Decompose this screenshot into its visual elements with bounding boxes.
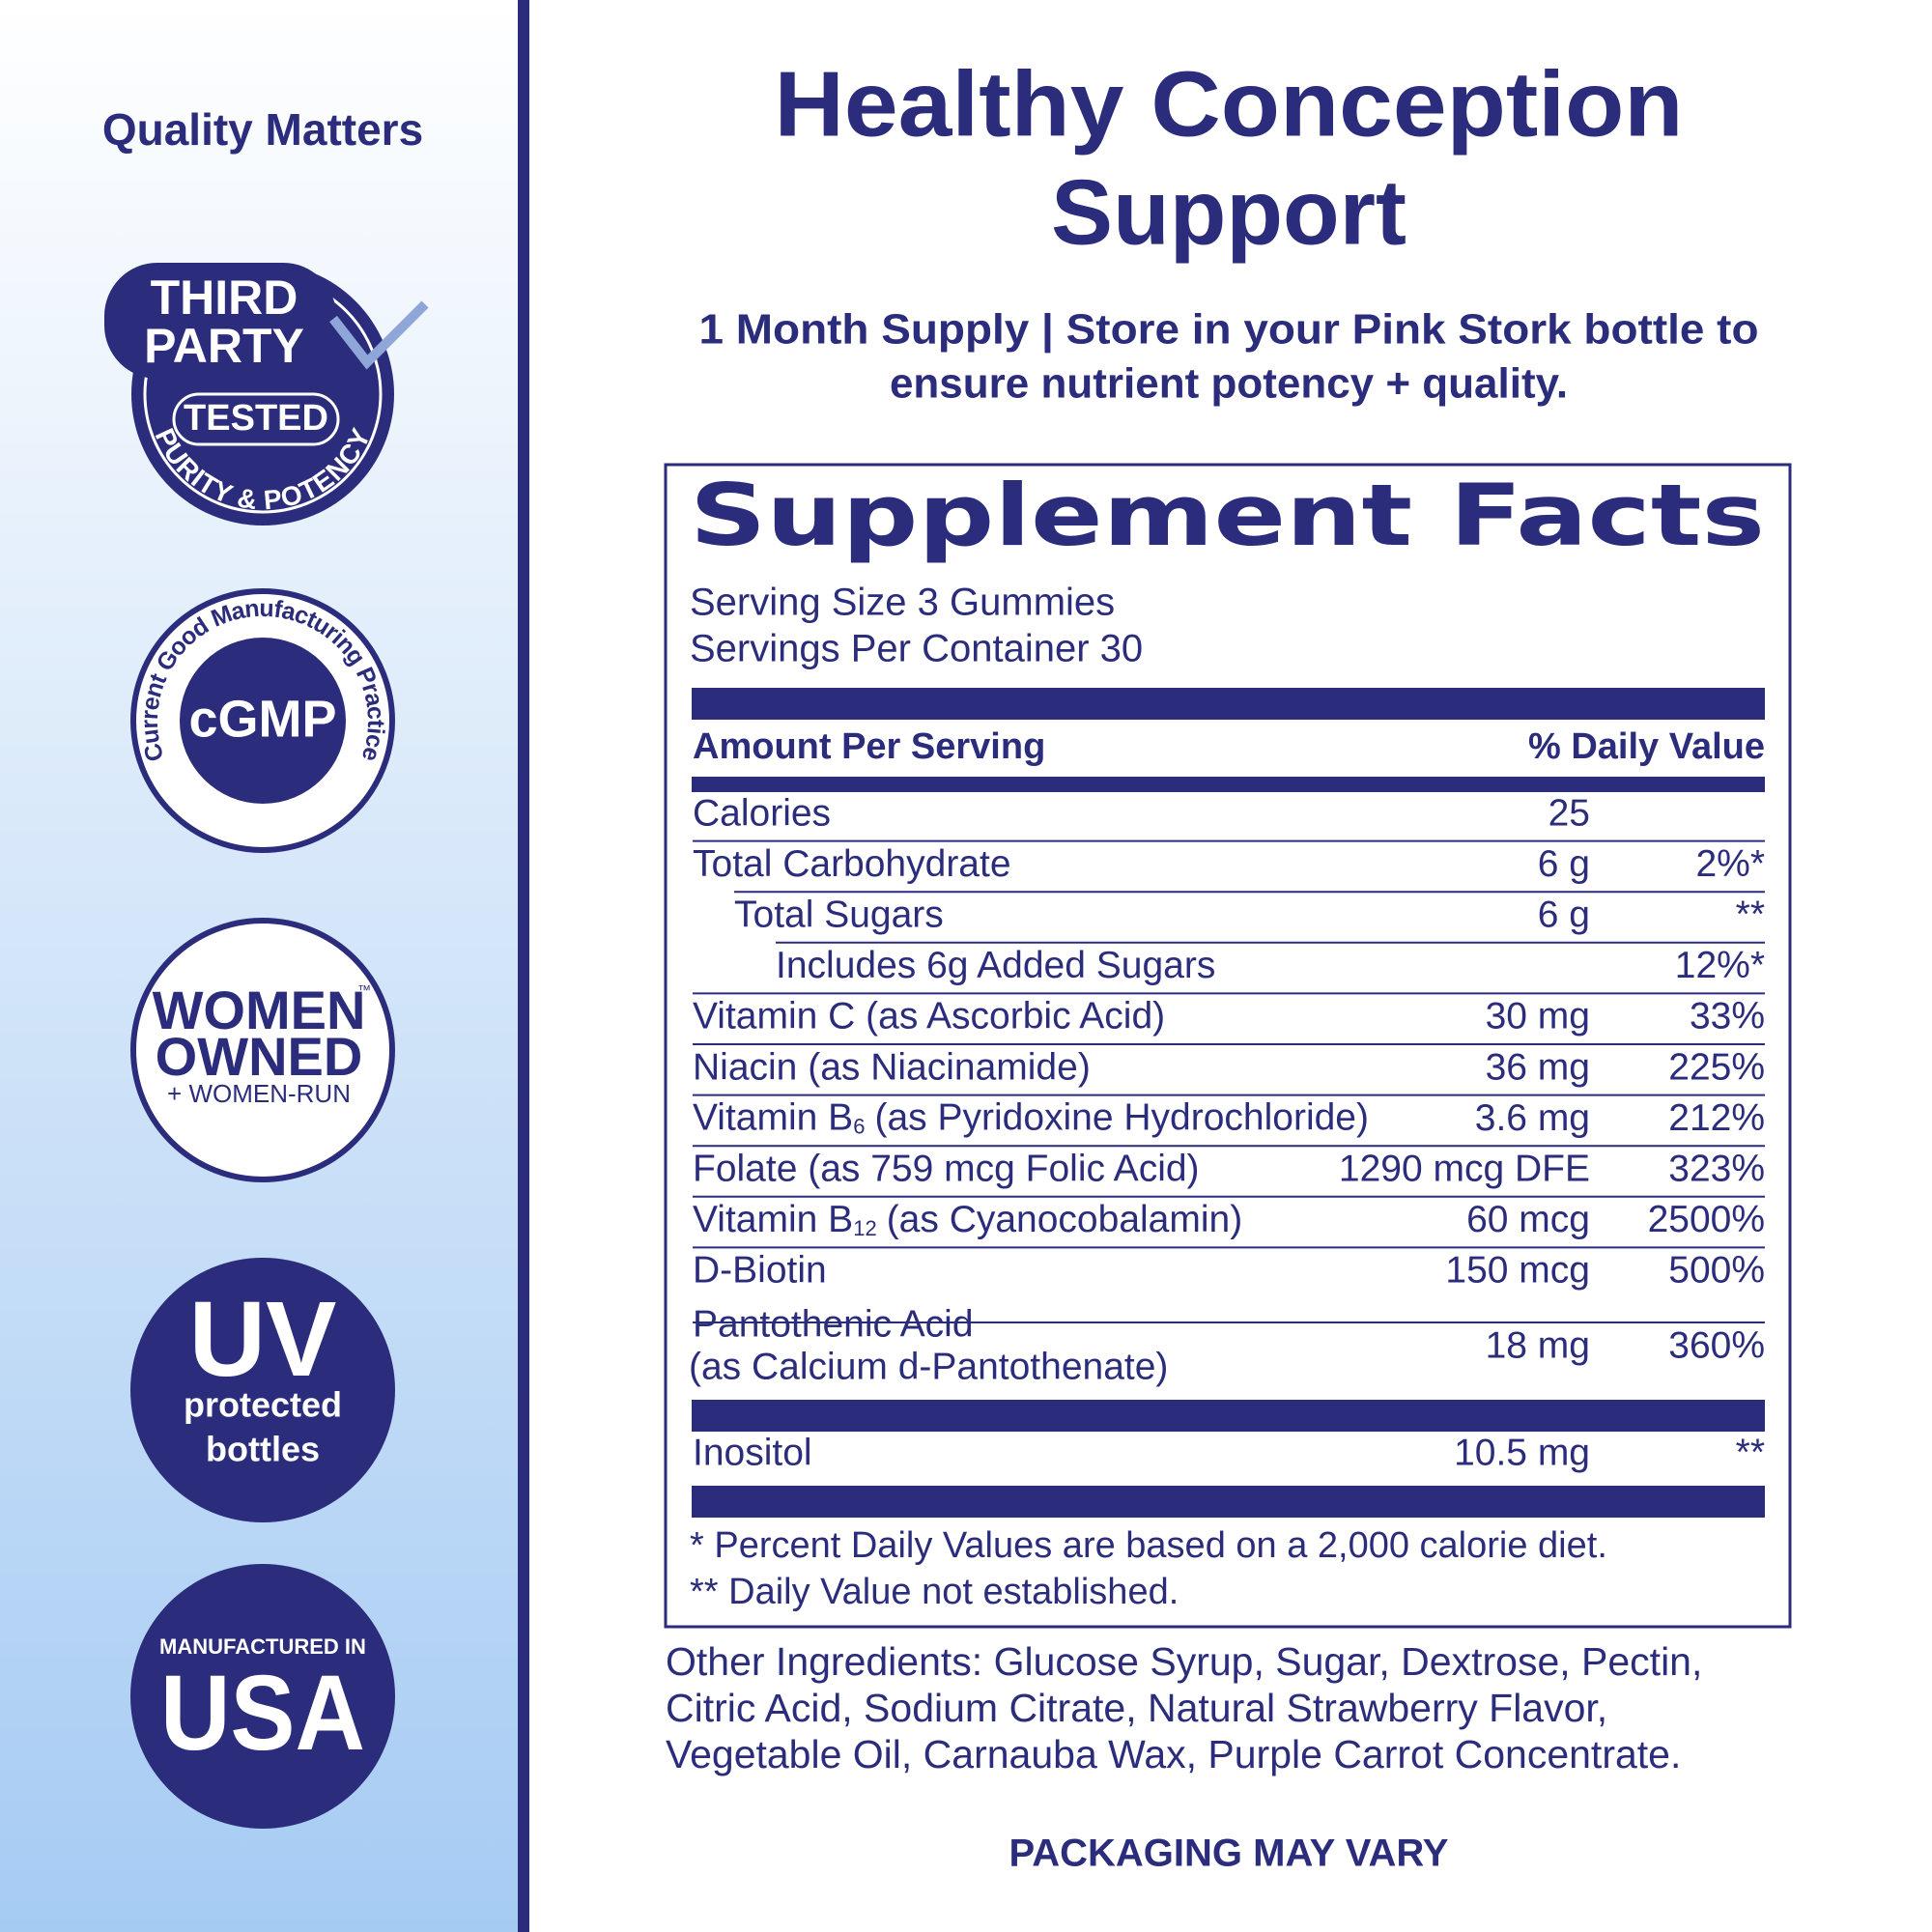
- nutrient-name: Folate (as 759 mcg Folic Acid): [693, 1148, 1200, 1189]
- badge-text: THIRD: [151, 270, 298, 325]
- uv-badge: UV protected bottles: [130, 1258, 395, 1522]
- daily-value: 12%*: [1675, 945, 1765, 986]
- badge-text: MANUFACTURED IN: [159, 1634, 366, 1659]
- thick-bar: [692, 1400, 1765, 1432]
- nutrient-name: Vitamin B6 (as Pyridoxine Hydrochloride): [693, 1097, 1369, 1139]
- nutrient-name: Calories: [693, 792, 831, 834]
- nutrient-name: Total Sugars: [734, 894, 944, 935]
- nutrient-name: Total Carbohydrate: [693, 843, 1011, 885]
- subscript: 12: [853, 1216, 876, 1240]
- facts-box: [664, 463, 1792, 1629]
- badge-text: UV: [189, 1280, 337, 1399]
- nutrient-name: Pantothenic Acid: [693, 1303, 974, 1345]
- badge-text: bottles: [206, 1430, 320, 1469]
- daily-value: **: [1736, 894, 1765, 935]
- column-header: Amount Per Serving: [693, 726, 1045, 767]
- servings: Servings Per Container 30: [690, 628, 1143, 670]
- badge-text: WOMEN: [153, 980, 366, 1040]
- third-party-badge: THIRD PARTY TESTED PURITY & POTENCY: [104, 263, 429, 526]
- sidebar-title: Quality Matters: [102, 104, 423, 155]
- title: Support: [1051, 160, 1406, 264]
- badge-text: ™: [357, 982, 371, 998]
- badge-text: + WOMEN-RUN: [167, 1079, 351, 1108]
- badge-text: protected: [184, 1385, 342, 1425]
- name-part: Vitamin B: [693, 1199, 853, 1240]
- amount: 18 mg: [1486, 1324, 1590, 1366]
- ingredients: Vegetable Oil, Carnauba Wax, Purple Carr…: [666, 1732, 1681, 1776]
- serving-size: Serving Size 3 Gummies: [690, 582, 1115, 624]
- thick-bar: [692, 1486, 1765, 1518]
- column-header: % Daily Value: [1528, 726, 1765, 767]
- footnote: ** Daily Value not established.: [690, 1572, 1179, 1612]
- amount: 150 mcg: [1445, 1250, 1590, 1292]
- bar: [692, 777, 1765, 792]
- badge-text: USA: [160, 1654, 365, 1773]
- amount: 1290 mcg DFE: [1339, 1148, 1590, 1189]
- nutrient-name: Inositol: [693, 1432, 812, 1473]
- amount: 60 mcg: [1466, 1199, 1590, 1240]
- footer: PACKAGING MAY VARY: [1009, 1833, 1449, 1875]
- subtitle: ensure nutrient potency + quality.: [890, 360, 1568, 408]
- amount: 10.5 mg: [1454, 1432, 1590, 1473]
- name-part: Vitamin B: [693, 1097, 853, 1139]
- daily-value: 225%: [1668, 1046, 1765, 1088]
- usa-badge: MANUFACTURED IN USA: [130, 1564, 395, 1829]
- ingredients: Citric Acid, Sodium Citrate, Natural Str…: [666, 1686, 1607, 1730]
- nutrient-name: Includes 6g Added Sugars: [776, 945, 1215, 986]
- subscript: 6: [853, 1114, 865, 1138]
- amount: 25: [1548, 792, 1590, 834]
- daily-value: **: [1736, 1432, 1765, 1473]
- nutrient-name: D-Biotin: [693, 1250, 827, 1292]
- amount: 36 mg: [1486, 1046, 1590, 1088]
- thick-bar: [692, 688, 1765, 720]
- nutrient-name: Vitamin B12 (as Cyanocobalamin): [693, 1199, 1242, 1240]
- nutrient-name: (as Calcium d-Pantothenate): [689, 1346, 1168, 1387]
- badge-text: OWNED: [156, 1026, 363, 1087]
- daily-value: 500%: [1668, 1250, 1765, 1292]
- badge-text: cGMP: [188, 690, 336, 748]
- daily-value: 2%*: [1695, 843, 1765, 885]
- name-part: (as Cyanocobalamin): [887, 1199, 1243, 1240]
- amount: 3.6 mg: [1475, 1097, 1590, 1139]
- amount: 6 g: [1538, 843, 1590, 885]
- footnote: * Percent Daily Values are based on a 2,…: [690, 1525, 1607, 1566]
- name-part: (as Pyridoxine Hydrochloride): [874, 1097, 1369, 1139]
- daily-value: 2500%: [1648, 1199, 1765, 1240]
- daily-value: 323%: [1668, 1148, 1765, 1189]
- title: Healthy Conception: [775, 52, 1684, 156]
- divider: [518, 0, 529, 1932]
- nutrient-name: Vitamin C (as Ascorbic Acid): [693, 996, 1165, 1037]
- nutrient-name: Niacin (as Niacinamide): [693, 1046, 1091, 1088]
- daily-value: 212%: [1668, 1097, 1765, 1139]
- cgmp-badge: cGMP Current Good Manufacturing Practice: [130, 588, 395, 853]
- daily-value: 360%: [1668, 1324, 1765, 1366]
- facts-title: Supplement Facts: [690, 466, 1765, 565]
- badge-text: TESTED: [184, 398, 328, 439]
- badge-text: PARTY: [144, 319, 304, 373]
- women-badge: WOMEN ™ OWNED + WOMEN-RUN: [130, 918, 395, 1182]
- amount: 6 g: [1538, 894, 1590, 935]
- subtitle: 1 Month Supply | Store in your Pink Stor…: [699, 306, 1759, 355]
- ingredients: Other Ingredients: Glucose Syrup, Sugar,…: [666, 1639, 1702, 1684]
- daily-value: 33%: [1690, 996, 1765, 1037]
- amount: 30 mg: [1486, 996, 1590, 1037]
